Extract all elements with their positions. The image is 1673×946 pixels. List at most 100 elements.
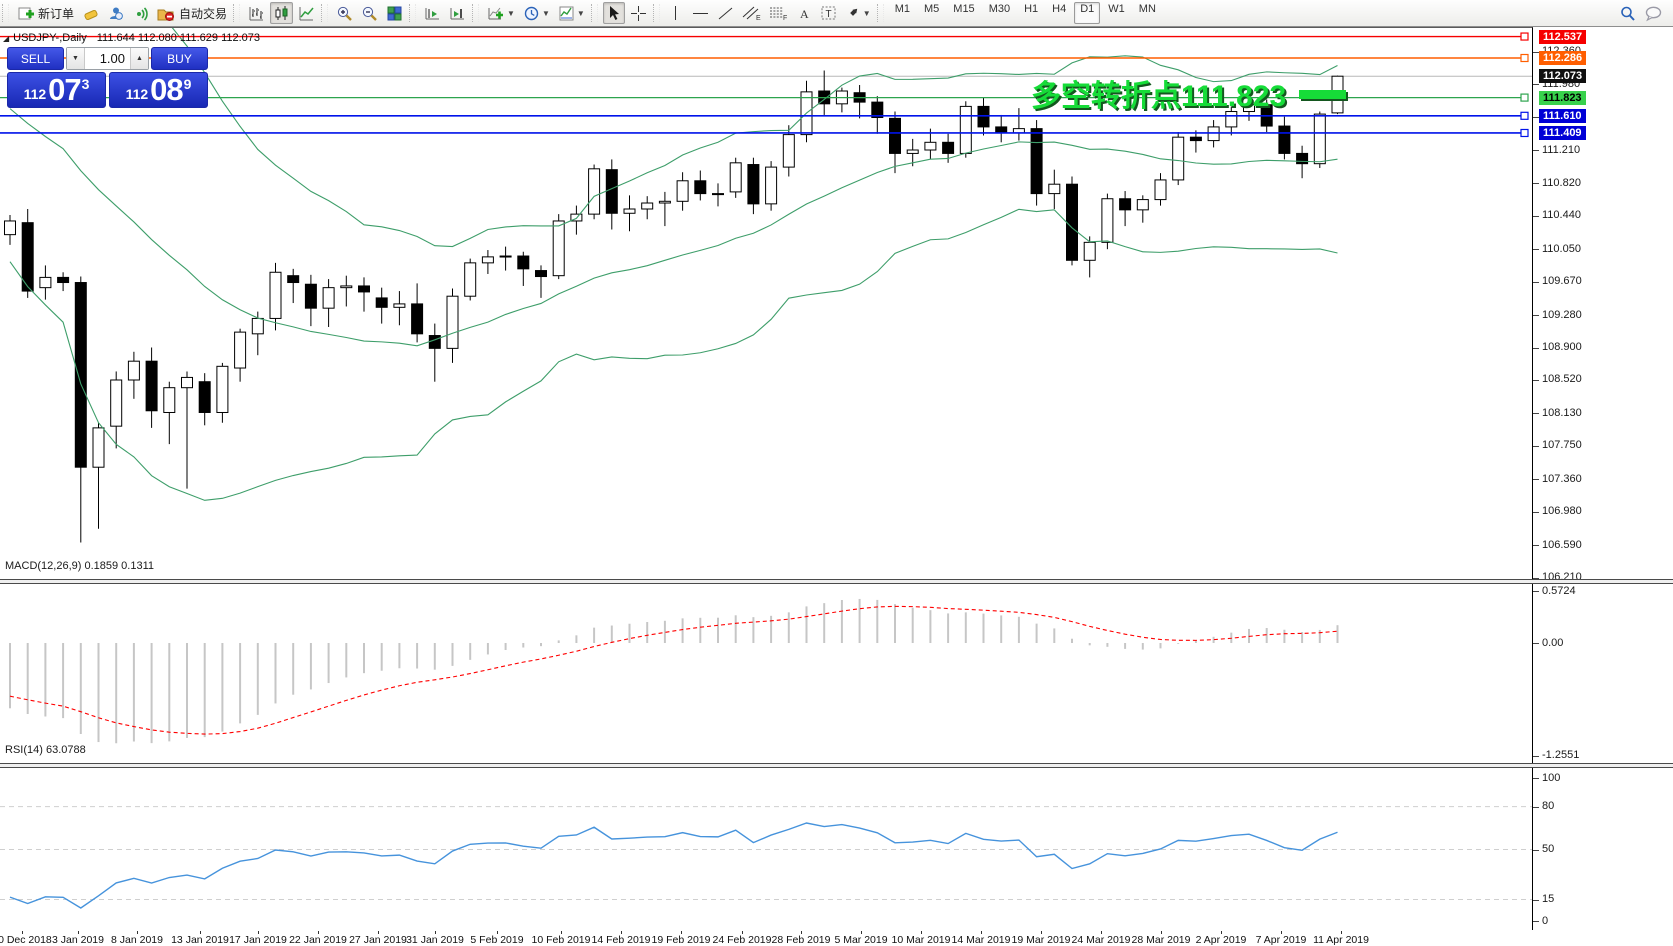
candle-body xyxy=(782,134,795,168)
line-endpoint-marker[interactable] xyxy=(1520,32,1529,41)
bollinger-middle-band[interactable] xyxy=(9,108,1338,347)
line-endpoint-marker[interactable] xyxy=(1520,111,1529,120)
zoom-out-button[interactable] xyxy=(358,2,381,24)
price-tick-label: 108.130 xyxy=(1542,406,1582,419)
templates-button[interactable]: ▼ xyxy=(555,2,588,24)
bar-chart-mode-button[interactable] xyxy=(245,2,268,24)
main-chart-plot[interactable] xyxy=(0,28,1532,579)
volume-value[interactable]: 1.00 xyxy=(99,51,125,66)
annotation-highlight-bar[interactable] xyxy=(1299,90,1346,99)
candle-body xyxy=(481,256,494,264)
line-endpoint-marker[interactable] xyxy=(1520,53,1529,63)
bollinger-upper-band[interactable] xyxy=(10,28,1338,248)
buy-button[interactable]: BUY xyxy=(151,47,208,70)
timeframe-m15-button[interactable]: M15 xyxy=(953,3,975,15)
price-tick-mark xyxy=(1533,511,1539,513)
candle-body xyxy=(747,164,760,205)
market-button[interactable] xyxy=(104,2,127,24)
chart-shift-button[interactable] xyxy=(446,2,469,24)
date-tick-label: 28 Feb 2019 xyxy=(771,934,831,946)
tile-windows-button[interactable] xyxy=(383,2,406,24)
line-endpoint-marker[interactable] xyxy=(1520,128,1529,138)
toolbar-drag-handle[interactable] xyxy=(590,4,598,22)
rsi-tick-label: 100 xyxy=(1542,771,1561,784)
rsi-tick-label: 15 xyxy=(1542,893,1555,906)
label-tool-button[interactable]: T xyxy=(817,2,840,24)
new-order-button[interactable]: 新订单 xyxy=(14,2,77,24)
price-axis[interactable]: 112.360111.980111.600111.210110.820110.4… xyxy=(1533,27,1673,930)
vertical-line-tool-button[interactable] xyxy=(665,2,687,24)
price-tick-mark xyxy=(1533,281,1539,283)
horizontal-line-tool-button[interactable] xyxy=(689,2,712,24)
indicators-button[interactable]: ▼ xyxy=(484,2,518,24)
timeframe-mn-button[interactable]: MN xyxy=(1138,3,1156,15)
candle-body xyxy=(1225,111,1238,128)
date-tick-mark xyxy=(801,931,802,934)
autotrading-button[interactable]: 自动交易 xyxy=(154,2,230,24)
candle-body xyxy=(942,141,955,154)
date-tick-mark xyxy=(621,931,622,934)
text-label-icon: T xyxy=(820,5,837,21)
toolbar-drag-handle[interactable] xyxy=(652,4,660,22)
date-tick-mark xyxy=(22,931,23,934)
chart-annotation-text[interactable]: 多空转折点111.823 xyxy=(1031,80,1287,113)
search-button[interactable] xyxy=(1616,2,1639,24)
candle-body xyxy=(1296,152,1309,165)
candlestick-mode-button[interactable] xyxy=(270,2,294,24)
clock-icon xyxy=(523,5,540,22)
chat-button[interactable] xyxy=(1641,2,1666,24)
rsi-panel-plot[interactable] xyxy=(0,766,1533,930)
timeframe-m1-button[interactable]: M1 xyxy=(894,3,910,15)
autotrading-icon xyxy=(157,5,175,22)
timeframe-w1-button[interactable]: W1 xyxy=(1108,3,1125,15)
trendline-tool-button[interactable] xyxy=(714,2,737,24)
metaeditor-button[interactable] xyxy=(79,2,102,24)
timeframe-h1-button[interactable]: H1 xyxy=(1024,3,1039,15)
bollinger-lower-band[interactable] xyxy=(9,208,1338,501)
new-order-icon xyxy=(17,5,34,22)
toolbar-drag-handle[interactable] xyxy=(472,4,480,22)
date-tick-label: 30 Dec 2018 xyxy=(0,934,52,946)
volume-up-button[interactable]: ▲ xyxy=(130,48,148,69)
price-tick-label: 109.280 xyxy=(1542,308,1582,321)
buy-price-display[interactable]: 112 08 9 xyxy=(109,72,208,108)
toolbar-drag-handle[interactable] xyxy=(409,4,417,22)
timeframe-m30-button[interactable]: M30 xyxy=(988,3,1011,15)
panel-divider[interactable] xyxy=(0,763,1673,768)
timeframe-d1-button[interactable]: D1 xyxy=(1074,2,1101,24)
zoom-in-button[interactable] xyxy=(333,2,356,24)
cursor-tool-button[interactable] xyxy=(602,2,625,24)
periods-button[interactable]: ▼ xyxy=(520,2,553,24)
toolbar: 新订单 自动交易 xyxy=(0,0,1673,27)
toolbar-drag-handle[interactable] xyxy=(233,4,241,22)
toolbar-drag-handle[interactable] xyxy=(321,4,329,22)
auto-scroll-button[interactable] xyxy=(421,2,444,24)
svg-text:A: A xyxy=(800,7,809,21)
macd-tick-label: 0.00 xyxy=(1542,636,1564,649)
text-tool-button[interactable]: A xyxy=(793,2,815,24)
line-chart-mode-button[interactable] xyxy=(295,2,318,24)
timeframe-h4-button[interactable]: H4 xyxy=(1052,3,1067,15)
signals-button[interactable] xyxy=(129,2,152,24)
macd-panel-plot[interactable] xyxy=(0,582,1533,763)
volume-down-button[interactable]: ▼ xyxy=(67,48,85,69)
timeframe-m5-button[interactable]: M5 xyxy=(924,3,940,15)
panel-divider[interactable] xyxy=(0,579,1673,584)
candle-body xyxy=(322,287,335,309)
fibonacci-tool-button[interactable]: F xyxy=(766,2,791,24)
fibonacci-icon: F xyxy=(769,5,788,21)
crosshair-tool-button[interactable] xyxy=(627,2,650,24)
dropdown-arrow-icon: ▼ xyxy=(576,8,585,18)
macd-signal-line xyxy=(9,605,1338,735)
sell-price-display[interactable]: 112 07 3 xyxy=(7,72,106,108)
toolbar-drag-handle[interactable] xyxy=(876,4,884,22)
line-endpoint-marker[interactable] xyxy=(1520,93,1529,102)
arrows-tool-button[interactable]: ▼ xyxy=(842,2,874,24)
sell-button[interactable]: SELL xyxy=(7,47,64,70)
macd-tick-label: -1.2551 xyxy=(1542,749,1580,762)
candle-body xyxy=(1243,104,1255,113)
channel-tool-button[interactable]: E xyxy=(739,2,764,24)
date-tick-label: 19 Feb 2019 xyxy=(651,934,711,946)
toolbar-drag-handle[interactable] xyxy=(2,4,9,22)
